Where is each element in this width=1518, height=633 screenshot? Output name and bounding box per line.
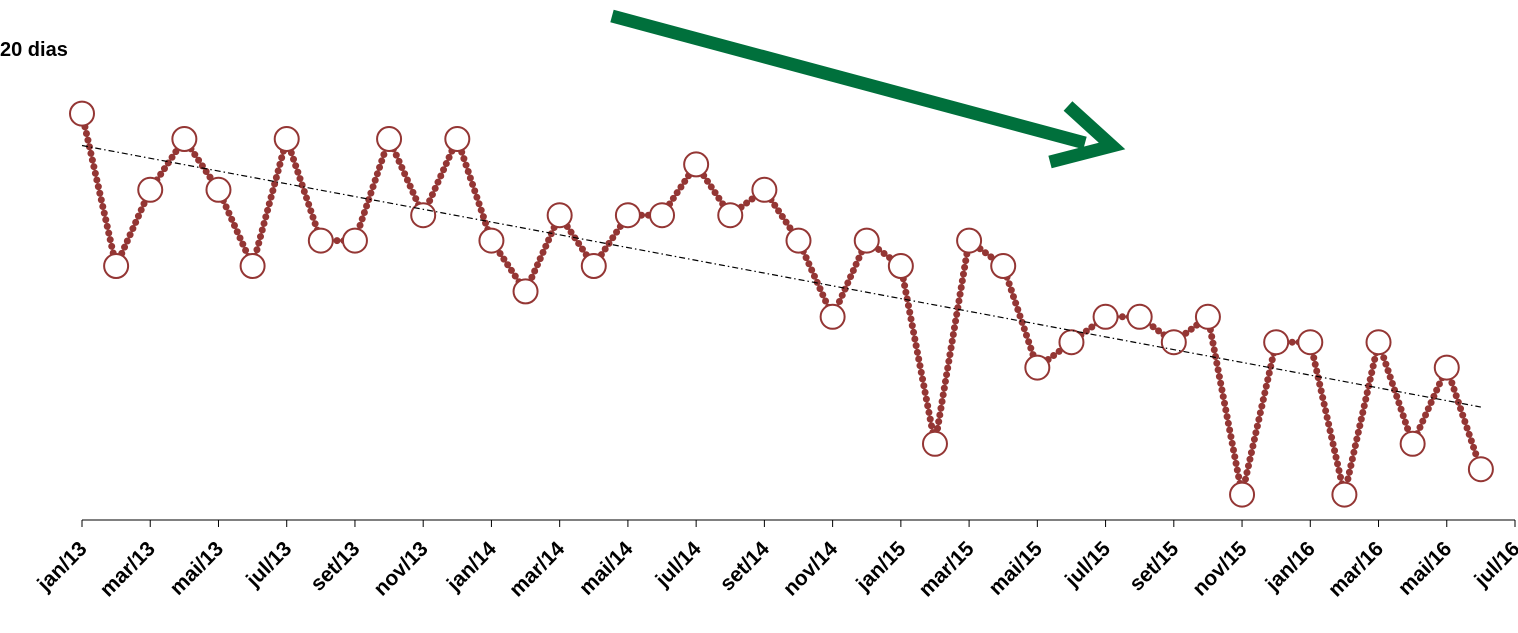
marker [410, 202, 437, 229]
marker [887, 253, 914, 279]
marker [1433, 354, 1460, 381]
x-tick-label: set/15 [1125, 537, 1184, 596]
marker [478, 227, 505, 254]
x-tick-label: mar/14 [505, 537, 569, 601]
marker [103, 253, 130, 279]
marker [273, 126, 300, 152]
marker [819, 303, 846, 330]
marker [444, 126, 471, 152]
marker [956, 227, 983, 254]
marker [1194, 303, 1221, 330]
marker [853, 227, 880, 254]
x-tick-label: mar/16 [1324, 537, 1388, 601]
marker [341, 227, 368, 254]
x-tick-label: jul/13 [241, 537, 296, 592]
marker [546, 202, 573, 229]
marker [580, 253, 607, 279]
marker [649, 202, 676, 229]
marker [137, 176, 164, 203]
marker [717, 202, 744, 229]
marker [1399, 430, 1426, 457]
x-tick-label: mai/13 [166, 537, 229, 600]
trend-line [81, 144, 1481, 408]
x-tick-label: mar/13 [96, 537, 160, 601]
marker [307, 227, 334, 254]
x-tick-label: jul/15 [1060, 537, 1115, 592]
marker [171, 126, 198, 152]
marker [1229, 481, 1256, 508]
x-tick-label: jan/15 [851, 537, 910, 596]
trend-arrow [610, 9, 1126, 169]
x-tick-label: jan/14 [442, 537, 501, 596]
marker [683, 151, 710, 178]
x-tick-label: mai/15 [984, 537, 1047, 600]
arrow-head [1048, 101, 1126, 169]
x-tick-label: mai/14 [575, 537, 638, 600]
x-tick-label: mar/15 [914, 537, 978, 601]
x-tick-label: jul/16 [1470, 537, 1518, 592]
marker [1160, 329, 1187, 356]
marker [1126, 303, 1153, 330]
marker [205, 176, 232, 203]
marker [614, 202, 641, 229]
line [78, 110, 1485, 496]
marker [239, 253, 266, 279]
x-tick-label: mai/16 [1394, 537, 1457, 600]
marker [1024, 354, 1051, 381]
x-tick-label: jul/14 [651, 537, 706, 592]
x-tick-label: set/13 [306, 537, 364, 595]
x-tick-label: nov/14 [779, 537, 843, 601]
marker [1297, 329, 1324, 356]
marker [990, 253, 1017, 279]
marker [1092, 303, 1119, 330]
marker [512, 278, 539, 305]
marker [1331, 481, 1358, 508]
x-tick-label: jan/13 [32, 537, 91, 596]
marker [1058, 329, 1085, 356]
x-tick-label: set/14 [716, 537, 775, 596]
arrow-shaft [610, 9, 1087, 150]
marker [1467, 456, 1494, 483]
chart-title: 20 dias [0, 39, 68, 61]
x-tick-label: nov/15 [1188, 537, 1252, 601]
marker [921, 430, 948, 457]
marker [69, 100, 95, 127]
marker [376, 126, 403, 152]
marker [751, 176, 778, 203]
marker [785, 227, 812, 254]
x-tick-label: jan/16 [1261, 537, 1320, 596]
marker [1365, 329, 1392, 356]
marker [1263, 329, 1290, 356]
x-tick-label: nov/13 [369, 537, 432, 600]
